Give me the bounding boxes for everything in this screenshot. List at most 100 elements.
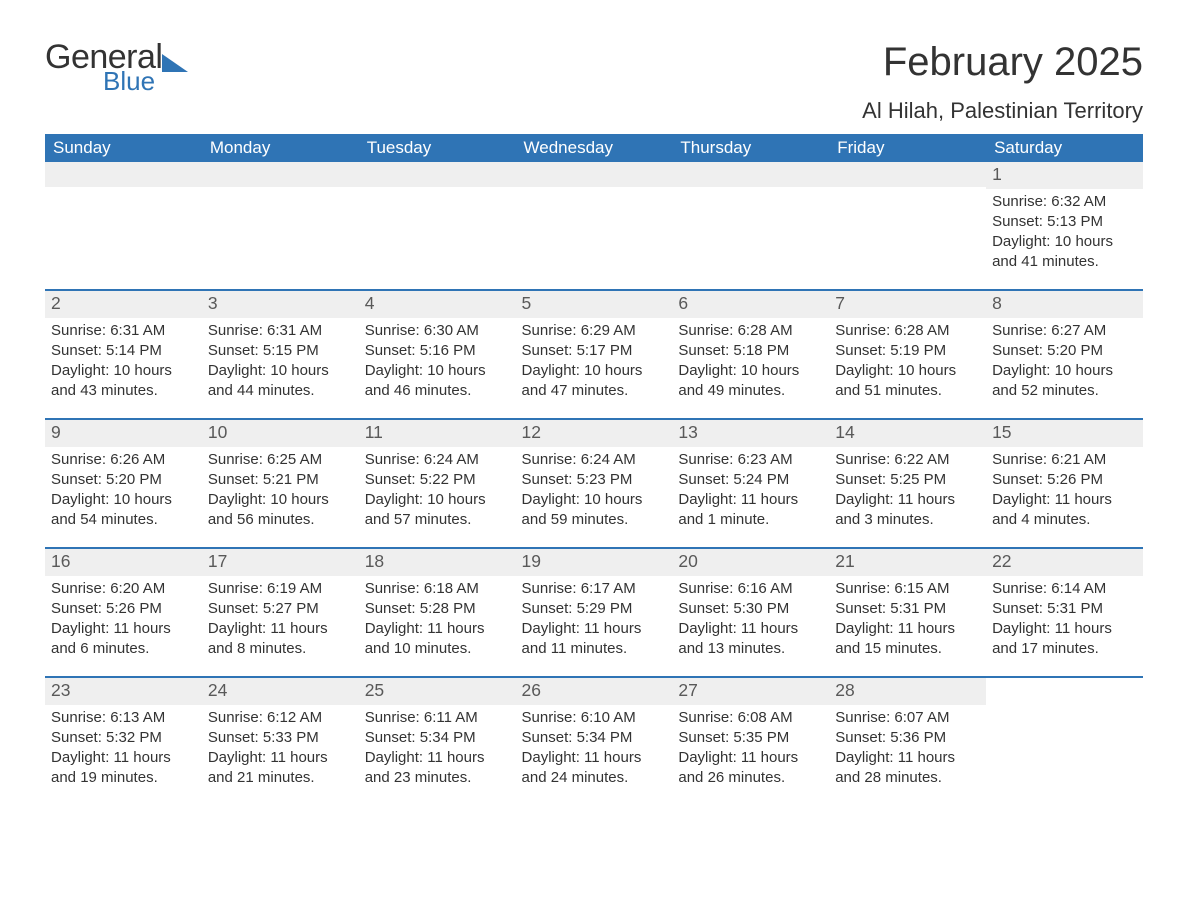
- column-header: Sunday: [45, 134, 202, 162]
- sunrise-line: Sunrise: 6:30 AM: [365, 321, 510, 341]
- sunrise-line: Sunrise: 6:12 AM: [208, 708, 353, 728]
- calendar-day: [359, 162, 516, 290]
- calendar-day: 27Sunrise: 6:08 AMSunset: 5:35 PMDayligh…: [672, 678, 829, 806]
- day-info: Sunrise: 6:28 AMSunset: 5:19 PMDaylight:…: [829, 318, 986, 404]
- sunset-line: Sunset: 5:21 PM: [208, 470, 353, 490]
- sunset-line: Sunset: 5:31 PM: [992, 599, 1137, 619]
- calendar-week: 9Sunrise: 6:26 AMSunset: 5:20 PMDaylight…: [45, 420, 1143, 548]
- daylight-line: Daylight: 11 hours and 15 minutes.: [835, 619, 980, 660]
- calendar-day: 12Sunrise: 6:24 AMSunset: 5:23 PMDayligh…: [516, 420, 673, 548]
- day-number: 7: [829, 291, 986, 318]
- day-info: Sunrise: 6:21 AMSunset: 5:26 PMDaylight:…: [986, 447, 1143, 533]
- empty-day-bar: [359, 162, 516, 187]
- sunset-line: Sunset: 5:31 PM: [835, 599, 980, 619]
- calendar-day: 22Sunrise: 6:14 AMSunset: 5:31 PMDayligh…: [986, 549, 1143, 677]
- logo-triangle-icon: [162, 50, 188, 72]
- day-number: 19: [516, 549, 673, 576]
- sunset-line: Sunset: 5:22 PM: [365, 470, 510, 490]
- sunset-line: Sunset: 5:34 PM: [365, 728, 510, 748]
- calendar-day: 23Sunrise: 6:13 AMSunset: 5:32 PMDayligh…: [45, 678, 202, 806]
- daylight-line: Daylight: 10 hours and 59 minutes.: [522, 490, 667, 531]
- sunset-line: Sunset: 5:20 PM: [51, 470, 196, 490]
- sunset-line: Sunset: 5:20 PM: [992, 341, 1137, 361]
- sunrise-line: Sunrise: 6:14 AM: [992, 579, 1137, 599]
- sunset-line: Sunset: 5:23 PM: [522, 470, 667, 490]
- sunset-line: Sunset: 5:14 PM: [51, 341, 196, 361]
- empty-day-bar: [202, 162, 359, 187]
- calendar-header: SundayMondayTuesdayWednesdayThursdayFrid…: [45, 134, 1143, 162]
- calendar-day: 9Sunrise: 6:26 AMSunset: 5:20 PMDaylight…: [45, 420, 202, 548]
- day-number: 20: [672, 549, 829, 576]
- daylight-line: Daylight: 10 hours and 49 minutes.: [678, 361, 823, 402]
- sunset-line: Sunset: 5:33 PM: [208, 728, 353, 748]
- day-number: 10: [202, 420, 359, 447]
- sunset-line: Sunset: 5:35 PM: [678, 728, 823, 748]
- daylight-line: Daylight: 10 hours and 56 minutes.: [208, 490, 353, 531]
- sunrise-line: Sunrise: 6:31 AM: [51, 321, 196, 341]
- day-info: Sunrise: 6:07 AMSunset: 5:36 PMDaylight:…: [829, 705, 986, 791]
- day-number: 8: [986, 291, 1143, 318]
- column-header: Wednesday: [516, 134, 673, 162]
- daylight-line: Daylight: 11 hours and 26 minutes.: [678, 748, 823, 789]
- daylight-line: Daylight: 10 hours and 57 minutes.: [365, 490, 510, 531]
- day-number: 21: [829, 549, 986, 576]
- sunset-line: Sunset: 5:26 PM: [992, 470, 1137, 490]
- calendar-day: 8Sunrise: 6:27 AMSunset: 5:20 PMDaylight…: [986, 291, 1143, 419]
- day-info: Sunrise: 6:25 AMSunset: 5:21 PMDaylight:…: [202, 447, 359, 533]
- daylight-line: Daylight: 10 hours and 44 minutes.: [208, 361, 353, 402]
- day-info: Sunrise: 6:10 AMSunset: 5:34 PMDaylight:…: [516, 705, 673, 791]
- day-info: Sunrise: 6:30 AMSunset: 5:16 PMDaylight:…: [359, 318, 516, 404]
- sunrise-line: Sunrise: 6:23 AM: [678, 450, 823, 470]
- sunrise-line: Sunrise: 6:31 AM: [208, 321, 353, 341]
- daylight-line: Daylight: 11 hours and 11 minutes.: [522, 619, 667, 660]
- day-info: Sunrise: 6:31 AMSunset: 5:15 PMDaylight:…: [202, 318, 359, 404]
- sunrise-line: Sunrise: 6:25 AM: [208, 450, 353, 470]
- day-info: Sunrise: 6:23 AMSunset: 5:24 PMDaylight:…: [672, 447, 829, 533]
- calendar-day: 15Sunrise: 6:21 AMSunset: 5:26 PMDayligh…: [986, 420, 1143, 548]
- sunrise-line: Sunrise: 6:18 AM: [365, 579, 510, 599]
- day-number: 15: [986, 420, 1143, 447]
- day-number: 25: [359, 678, 516, 705]
- daylight-line: Daylight: 11 hours and 21 minutes.: [208, 748, 353, 789]
- day-number: 17: [202, 549, 359, 576]
- sunrise-line: Sunrise: 6:08 AM: [678, 708, 823, 728]
- calendar-day: 28Sunrise: 6:07 AMSunset: 5:36 PMDayligh…: [829, 678, 986, 806]
- sunset-line: Sunset: 5:29 PM: [522, 599, 667, 619]
- calendar-week: 23Sunrise: 6:13 AMSunset: 5:32 PMDayligh…: [45, 678, 1143, 806]
- sunrise-line: Sunrise: 6:32 AM: [992, 192, 1137, 212]
- day-number: 24: [202, 678, 359, 705]
- sunset-line: Sunset: 5:18 PM: [678, 341, 823, 361]
- day-number: 18: [359, 549, 516, 576]
- sunrise-line: Sunrise: 6:27 AM: [992, 321, 1137, 341]
- sunrise-line: Sunrise: 6:13 AM: [51, 708, 196, 728]
- calendar-day: 20Sunrise: 6:16 AMSunset: 5:30 PMDayligh…: [672, 549, 829, 677]
- day-info: Sunrise: 6:29 AMSunset: 5:17 PMDaylight:…: [516, 318, 673, 404]
- column-header: Tuesday: [359, 134, 516, 162]
- calendar-week: 2Sunrise: 6:31 AMSunset: 5:14 PMDaylight…: [45, 291, 1143, 419]
- day-number: 4: [359, 291, 516, 318]
- sunset-line: Sunset: 5:32 PM: [51, 728, 196, 748]
- sunset-line: Sunset: 5:13 PM: [992, 212, 1137, 232]
- empty-day-bar: [516, 162, 673, 187]
- day-number: 13: [672, 420, 829, 447]
- calendar-day: 5Sunrise: 6:29 AMSunset: 5:17 PMDaylight…: [516, 291, 673, 419]
- day-info: Sunrise: 6:17 AMSunset: 5:29 PMDaylight:…: [516, 576, 673, 662]
- sunrise-line: Sunrise: 6:07 AM: [835, 708, 980, 728]
- daylight-line: Daylight: 11 hours and 8 minutes.: [208, 619, 353, 660]
- calendar-day: 25Sunrise: 6:11 AMSunset: 5:34 PMDayligh…: [359, 678, 516, 806]
- daylight-line: Daylight: 11 hours and 23 minutes.: [365, 748, 510, 789]
- day-info: Sunrise: 6:28 AMSunset: 5:18 PMDaylight:…: [672, 318, 829, 404]
- calendar-day: 19Sunrise: 6:17 AMSunset: 5:29 PMDayligh…: [516, 549, 673, 677]
- sunset-line: Sunset: 5:16 PM: [365, 341, 510, 361]
- column-header: Saturday: [986, 134, 1143, 162]
- daylight-line: Daylight: 11 hours and 24 minutes.: [522, 748, 667, 789]
- calendar-day: 14Sunrise: 6:22 AMSunset: 5:25 PMDayligh…: [829, 420, 986, 548]
- daylight-line: Daylight: 10 hours and 54 minutes.: [51, 490, 196, 531]
- sunrise-line: Sunrise: 6:26 AM: [51, 450, 196, 470]
- calendar-day: 24 Sunrise: 6:12 AMSunset: 5:33 PMDayligh…: [202, 678, 359, 806]
- sunrise-line: Sunrise: 6:24 AM: [522, 450, 667, 470]
- sunset-line: Sunset: 5:15 PM: [208, 341, 353, 361]
- day-info: Sunrise: 6:22 AMSunset: 5:25 PMDaylight:…: [829, 447, 986, 533]
- day-number: 28: [829, 678, 986, 705]
- day-info: Sunrise: 6:27 AMSunset: 5:20 PMDaylight:…: [986, 318, 1143, 404]
